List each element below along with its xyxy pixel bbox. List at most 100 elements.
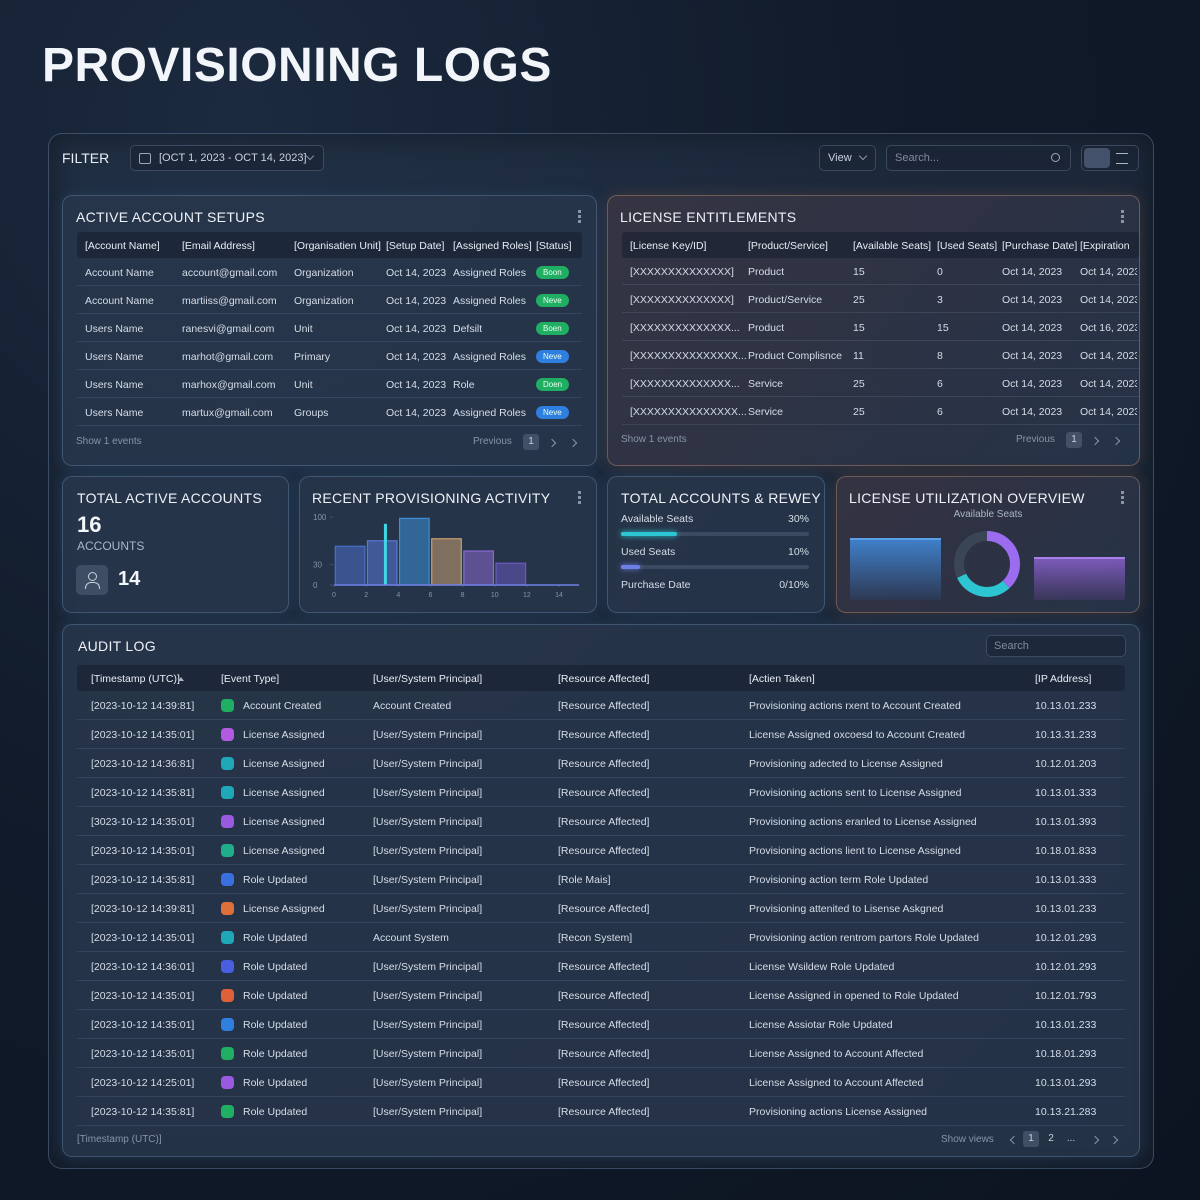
previous-button[interactable]: Previous <box>1016 434 1055 445</box>
menu-button[interactable] <box>1121 210 1127 223</box>
table-cell: Users Name <box>85 407 144 419</box>
table-cell: Provisioning attenited to Lisense Askgne… <box>749 903 944 915</box>
user-icon <box>76 565 108 595</box>
table-cell: License Assigned <box>243 729 325 741</box>
event-icon <box>221 815 234 828</box>
table-cell: Assigned Roles <box>453 267 526 279</box>
event-icon <box>221 960 234 973</box>
row-divider <box>77 369 582 370</box>
last-chevron <box>1109 1135 1119 1145</box>
table-cell: Provisioning action term Role Updated <box>749 874 929 886</box>
event-icon <box>221 844 234 857</box>
menu-button[interactable] <box>578 491 584 504</box>
event-icon <box>221 757 234 770</box>
page-number[interactable]: 2 <box>1048 1133 1054 1144</box>
table-cell: [2023-10-12 14:36:81] <box>91 758 195 770</box>
column-header: [Status] <box>536 240 572 252</box>
previous-button[interactable]: Previous <box>473 436 512 447</box>
table-cell: Oct 14, 2023 <box>1002 378 1063 390</box>
table-header <box>77 665 1125 691</box>
row-divider <box>77 806 1125 807</box>
table-cell: Role <box>453 379 475 391</box>
table-cell: [Recon System] <box>558 932 633 944</box>
table-cell: [XXXXXXXXXXXXXX... <box>630 378 740 390</box>
table-cell: [User/System Principal] <box>373 729 483 741</box>
column-header: [Purchase Date] <box>1002 240 1078 252</box>
table-cell: License Assigned <box>243 903 325 915</box>
column-header: [Resource Affected] <box>558 673 650 685</box>
next-chevron <box>1090 436 1100 446</box>
event-icon <box>221 699 234 712</box>
table-cell: [User/System Principal] <box>373 903 483 915</box>
status-badge: Neve <box>536 294 569 307</box>
sort-arrow <box>178 677 184 681</box>
table-cell: Oct 14, 2023 <box>1080 266 1137 278</box>
x-tick-label: 14 <box>555 592 563 599</box>
table-cell: 10.13.21.283 <box>1035 1106 1097 1118</box>
table-cell: Provisioning actions sent to License Ass… <box>749 787 962 799</box>
table-cell: [User/System Principal] <box>373 816 483 828</box>
event-icon <box>221 1076 234 1089</box>
table-cell: [User/System Principal] <box>373 1048 483 1060</box>
audit-search[interactable]: Search <box>986 635 1126 657</box>
event-icon <box>221 873 234 886</box>
search-input[interactable]: Search... <box>886 145 1071 171</box>
page-number[interactable]: 1 <box>1066 432 1082 448</box>
date-range-picker[interactable]: [OCT 1, 2023 - OCT 14, 2023] <box>130 145 324 171</box>
table-cell: Oct 14, 2023 <box>386 323 447 335</box>
table-cell: Account Created <box>373 700 452 712</box>
status-badge: Boen <box>536 322 569 335</box>
table-cell: Oct 16, 2023 <box>1080 322 1137 334</box>
table-cell: Users Name <box>85 323 144 335</box>
table-cell: [Resource Affected] <box>558 1077 650 1089</box>
table-cell: 10.13.01.333 <box>1035 787 1097 799</box>
table-cell: Role Updated <box>243 961 308 973</box>
decor-bar <box>850 538 941 600</box>
secondary-count: 14 <box>118 568 141 590</box>
table-cell: [2023-10-12 14:39:81] <box>91 903 195 915</box>
panel-title: ACTIVE ACCOUNT SETUPS <box>76 209 265 225</box>
page-number[interactable]: 1 <box>1023 1131 1039 1147</box>
table-cell: Role Updated <box>243 1077 308 1089</box>
table-cell: Account Name <box>85 295 154 307</box>
table-cell: Oct 14, 2023 <box>386 351 447 363</box>
panel-title: RECENT PROVISIONING ACTIVITY <box>312 490 551 506</box>
table-cell: Users Name <box>85 351 144 363</box>
table-cell: Provisioning action rentrom partors Role… <box>749 932 979 944</box>
row-divider <box>77 1096 1125 1097</box>
table-cell: Service <box>748 406 784 418</box>
menu-button[interactable] <box>1121 491 1127 504</box>
page-number[interactable]: ... <box>1066 1133 1076 1144</box>
page-title: PROVISIONING LOGS <box>42 39 552 92</box>
column-header: [Timestamp (UTC)] <box>91 673 180 685</box>
active-accounts-panel: ACTIVE ACCOUNT SETUPS [Account Name] [Ema… <box>62 195 597 466</box>
date-range: [OCT 1, 2023 - OCT 14, 2023] <box>159 152 307 164</box>
menu-button[interactable] <box>578 210 584 223</box>
x-tick-label: 12 <box>523 592 531 599</box>
table-cell: Provisioning actions eranled to License … <box>749 816 977 828</box>
table-cell: License Assigned <box>243 816 325 828</box>
table-cell: [2023-10-12 14:35:01] <box>91 932 195 944</box>
table-cell: Service <box>748 378 784 390</box>
table-cell: 10.12.01.793 <box>1035 990 1097 1002</box>
column-header: [Used Seats] <box>937 240 998 252</box>
table-cell: [User/System Principal] <box>373 1019 483 1031</box>
row-divider <box>622 424 1139 425</box>
metric-label: Purchase Date <box>621 579 691 591</box>
table-cell: 10.13.01.393 <box>1035 816 1097 828</box>
grid-view-button[interactable] <box>1084 148 1110 168</box>
table-cell: Assigned Roles <box>453 295 526 307</box>
event-icon <box>221 786 234 799</box>
view-dropdown[interactable]: View <box>819 145 876 171</box>
table-cell: [3023-10-12 14:35:01] <box>91 816 195 828</box>
list-view-button[interactable] <box>1116 153 1128 164</box>
page-number[interactable]: 1 <box>523 434 539 450</box>
total-active-panel: TOTAL ACTIVE ACCOUNTS 16 ACCOUNTS 14 <box>62 476 289 613</box>
table-cell: marhot@gmail.com <box>182 351 274 363</box>
x-tick-label: 2 <box>364 592 368 599</box>
layout-toggle <box>1081 145 1139 171</box>
metric-value: 0/10% <box>779 579 809 591</box>
table-cell: Assigned Roles <box>453 351 526 363</box>
table-cell: [Resource Affected] <box>558 845 650 857</box>
